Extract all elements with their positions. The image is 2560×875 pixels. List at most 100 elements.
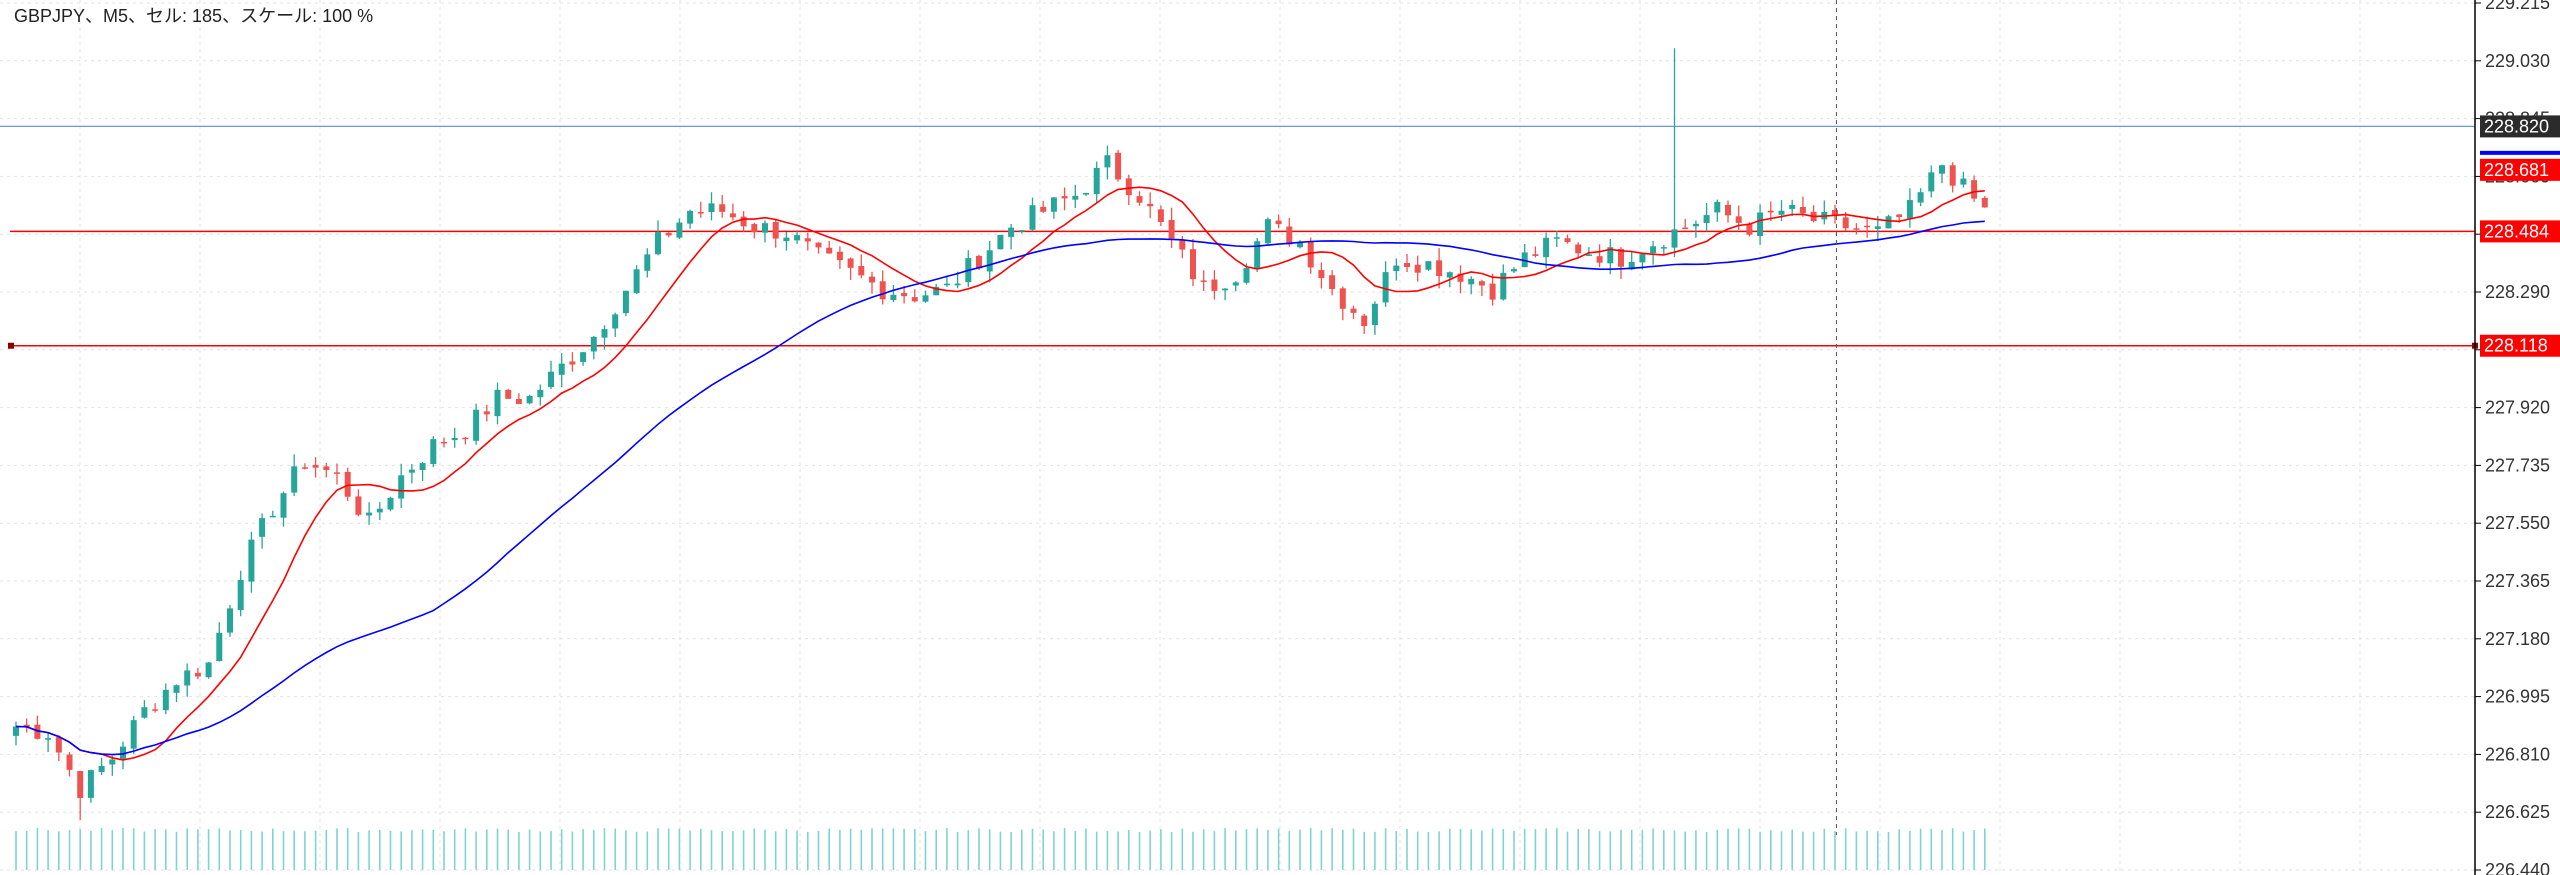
volume-bar: [700, 828, 702, 870]
candle: [1254, 238, 1261, 273]
volume-bar: [785, 828, 788, 870]
volume-bar: [1331, 828, 1333, 870]
line-anchor-handle[interactable]: [8, 342, 14, 349]
volume-bar: [1181, 828, 1184, 870]
candle-body: [1329, 275, 1336, 290]
volume-bar: [935, 829, 937, 870]
candle-body: [655, 232, 661, 255]
candle-body: [366, 512, 373, 516]
volume-bar: [1074, 831, 1077, 870]
volume-bar: [368, 830, 370, 870]
candle: [1382, 261, 1389, 307]
candle: [719, 195, 726, 218]
volume-bar: [518, 831, 520, 870]
candle: [23, 718, 30, 733]
candle-body: [194, 672, 201, 677]
volume-bar: [1288, 830, 1291, 870]
candle: [526, 394, 533, 405]
grid: [0, 0, 2475, 875]
candle: [687, 209, 694, 229]
level-price-marker-bg: [2480, 334, 2560, 357]
volume-bar: [1053, 831, 1055, 870]
candle-body: [45, 738, 52, 740]
candle-body: [1018, 230, 1025, 232]
candle: [1200, 270, 1207, 292]
volume-bar: [1609, 831, 1612, 870]
volume-bar: [571, 831, 574, 870]
candle-body: [740, 216, 747, 227]
price-tick-label: 227.550: [2485, 513, 2550, 533]
candle-body: [34, 724, 41, 739]
candle-body: [901, 292, 908, 297]
candle: [729, 203, 736, 221]
candle-body: [1949, 165, 1956, 186]
candle: [1371, 301, 1378, 335]
candle: [1832, 204, 1838, 224]
volume-bar: [325, 829, 328, 870]
candle: [1971, 175, 1978, 202]
candle-body: [1307, 241, 1314, 268]
candle-body: [1500, 272, 1507, 300]
candle-body: [997, 234, 1004, 250]
candle-body: [1725, 204, 1731, 216]
candle: [344, 467, 351, 501]
candle: [1564, 234, 1571, 244]
price-tick-label: 226.810: [2485, 744, 2550, 764]
candle-body: [1478, 281, 1485, 286]
candle: [890, 284, 897, 303]
volume-bar: [881, 828, 884, 870]
volume-bar: [1513, 830, 1515, 870]
candle: [1714, 199, 1721, 222]
volume-bar: [956, 831, 959, 870]
candle-body: [248, 539, 255, 582]
volume-bar: [1031, 828, 1034, 870]
volume-bar: [582, 829, 584, 870]
candle-body: [676, 222, 683, 238]
volume-bar: [1866, 830, 1868, 870]
volume-bar: [1363, 831, 1365, 870]
volume-bar: [400, 831, 402, 870]
candle: [1703, 203, 1710, 232]
candle-body: [1671, 229, 1678, 248]
candle: [826, 240, 833, 254]
volume-bar: [100, 828, 103, 870]
volume-bar: [432, 829, 435, 870]
candle-body: [323, 466, 330, 471]
volume-bar: [443, 831, 445, 870]
volume-bar: [346, 828, 349, 870]
volume-bar: [68, 830, 71, 870]
level-price-marker: 228.118: [2484, 336, 2548, 356]
candle-body: [1275, 220, 1282, 225]
price-tick-label: 227.920: [2485, 398, 2550, 418]
volume-bar: [1309, 828, 1312, 870]
candle: [858, 254, 865, 279]
candle: [697, 201, 704, 218]
candle: [815, 242, 822, 254]
candle: [1960, 171, 1967, 188]
candle-body: [1318, 270, 1325, 279]
candle: [1853, 223, 1860, 235]
candle: [1521, 244, 1528, 268]
candle-body: [301, 467, 308, 469]
candle-body: [1222, 288, 1229, 291]
candle: [141, 700, 148, 719]
candle-body: [130, 720, 137, 749]
candle-body: [1885, 216, 1892, 229]
volume-bar: [475, 831, 477, 870]
candle: [954, 271, 961, 289]
candle: [1414, 255, 1421, 282]
volume-bar: [1481, 830, 1483, 870]
volume-bar: [1566, 831, 1569, 870]
candle-body: [580, 352, 587, 362]
candle-body: [1981, 197, 1988, 208]
horizontal-lines[interactable]: [0, 125, 2478, 349]
volume-bar: [314, 830, 317, 870]
volume-bar: [689, 830, 691, 870]
candle-body: [205, 662, 212, 678]
candle-body: [1757, 212, 1764, 236]
candle-body: [612, 314, 619, 329]
volume-bar: [871, 828, 873, 870]
candle: [130, 715, 137, 754]
candle-body: [815, 242, 822, 248]
